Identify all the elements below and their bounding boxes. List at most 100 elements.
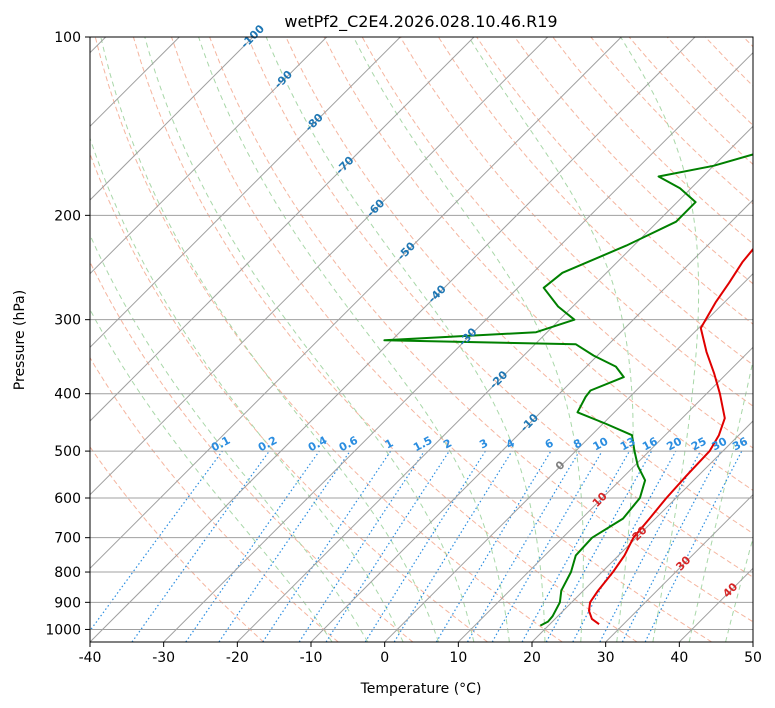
y-tick-label: 500 <box>54 444 81 460</box>
dry-adiabat <box>90 152 488 642</box>
dry-adiabat <box>90 260 414 642</box>
moist-adiabat <box>90 233 369 642</box>
mixing-ratio-label: 13 <box>618 435 638 454</box>
mixing-ratio-label: 3 <box>477 436 490 451</box>
isotherm <box>236 125 753 642</box>
mixing-ratio-line <box>644 450 743 642</box>
y-tick-label: 200 <box>54 208 81 224</box>
moist-adiabat <box>468 37 634 642</box>
isotherm-label: -90 <box>272 68 295 91</box>
isotherm <box>90 37 549 496</box>
dry-adiabat <box>666 37 753 126</box>
isotherm-label: 0 <box>553 458 568 473</box>
moist-adiabat <box>620 37 700 642</box>
isotherm <box>90 37 622 570</box>
isotherm <box>605 493 753 642</box>
isotherm <box>163 51 753 642</box>
mixing-ratio-line <box>131 450 270 642</box>
y-tick-label: 300 <box>54 313 81 329</box>
isotherm-label: 30 <box>673 553 693 573</box>
mixing-ratio-label: 2 <box>441 436 454 451</box>
dry-adiabat <box>590 37 753 205</box>
dry-adiabat <box>552 37 753 245</box>
isotherm-label: -30 <box>456 325 479 348</box>
x-tick-label: -20 <box>226 650 249 666</box>
y-tick-label: 400 <box>54 387 81 403</box>
dry-adiabat <box>361 37 753 449</box>
isotherm <box>310 199 753 642</box>
dry-adiabat <box>437 37 753 366</box>
y-tick-label: 100 <box>54 30 81 46</box>
isotherm <box>752 641 753 642</box>
mixing-ratio-line <box>621 450 722 642</box>
y-axis-title: Pressure (hPa) <box>12 290 28 390</box>
dry-adiabat <box>247 37 753 578</box>
moist-adiabat <box>725 536 753 642</box>
mixing-ratio-line <box>218 450 351 642</box>
mixing-ratio-label: 30 <box>710 435 730 454</box>
dry-adiabat <box>209 37 753 623</box>
dry-adiabat <box>704 37 753 87</box>
mixing-ratio-line <box>325 450 450 642</box>
x-tick-label: -30 <box>152 650 175 666</box>
moist-adiabat <box>90 308 333 642</box>
x-tick-label: -10 <box>300 650 323 666</box>
x-tick-label: -40 <box>79 650 102 666</box>
moist-adiabat <box>144 37 475 642</box>
mixing-ratio-line <box>262 450 392 642</box>
dry-adiabat <box>323 37 753 491</box>
mixing-ratio-label: 25 <box>689 435 709 454</box>
mixing-ratio-line <box>572 450 677 642</box>
mixing-ratio-label: 1 <box>383 436 396 451</box>
dry-adiabat <box>285 37 753 535</box>
x-tick-label: 20 <box>523 650 541 666</box>
x-tick-label: 40 <box>670 650 688 666</box>
dry-adiabat <box>94 37 563 642</box>
mixing-ratio-label: 10 <box>591 435 611 454</box>
mixing-ratio-line <box>435 450 552 642</box>
x-tick-label: 50 <box>744 650 762 666</box>
dry-adiabat <box>171 37 712 642</box>
mixing-ratio-line <box>599 450 702 642</box>
dewpoint-profile <box>383 153 753 627</box>
isotherm <box>531 420 753 642</box>
dry-adiabat <box>399 37 753 407</box>
isotherm <box>90 37 328 275</box>
isotherm <box>457 346 753 642</box>
moist-adiabat <box>265 37 546 642</box>
chart-title: wetPf2_C2E4.2026.028.10.46.R19 <box>284 12 557 32</box>
mixing-ratio-label: 16 <box>640 435 660 454</box>
mixing-ratio-line <box>521 450 631 642</box>
moist-adiabat <box>688 358 753 642</box>
x-axis-title: Temperature (°C) <box>360 681 482 697</box>
mixing-ratio-label: 36 <box>730 435 750 454</box>
y-tick-label: 600 <box>54 491 81 507</box>
mixing-ratio-line <box>393 450 513 642</box>
y-tick-label: 1000 <box>45 622 81 638</box>
x-tick-label: 30 <box>597 650 615 666</box>
y-tick-label: 800 <box>54 565 81 581</box>
mixing-ratio-line <box>298 450 425 642</box>
mixing-ratio-label: 4 <box>504 436 517 451</box>
moist-adiabat <box>90 136 404 642</box>
dry-adiabat <box>132 37 638 642</box>
isotherm <box>90 37 254 201</box>
isotherm <box>384 272 753 642</box>
dry-adiabat <box>90 356 339 642</box>
mixing-ratio-line <box>90 450 223 632</box>
isotherm <box>90 37 401 349</box>
mixing-ratio-label: 6 <box>543 436 556 451</box>
x-tick-label: 10 <box>449 650 467 666</box>
dry-adiabat <box>514 37 753 285</box>
dry-adiabat <box>743 37 753 48</box>
moist-adiabat <box>100 37 439 642</box>
mixing-ratio-line <box>545 450 653 642</box>
y-tick-label: 900 <box>54 595 81 611</box>
axis-ticks: -40 -30 -20 -10 0 10 20 30 40 50 100 200 300 400 500 60… <box>45 30 762 666</box>
moist-adiabat <box>353 37 584 642</box>
dry-adiabat <box>90 446 264 642</box>
background-lines <box>90 37 753 642</box>
profile-lines <box>383 153 753 627</box>
mixing-ratio-line <box>185 450 320 642</box>
